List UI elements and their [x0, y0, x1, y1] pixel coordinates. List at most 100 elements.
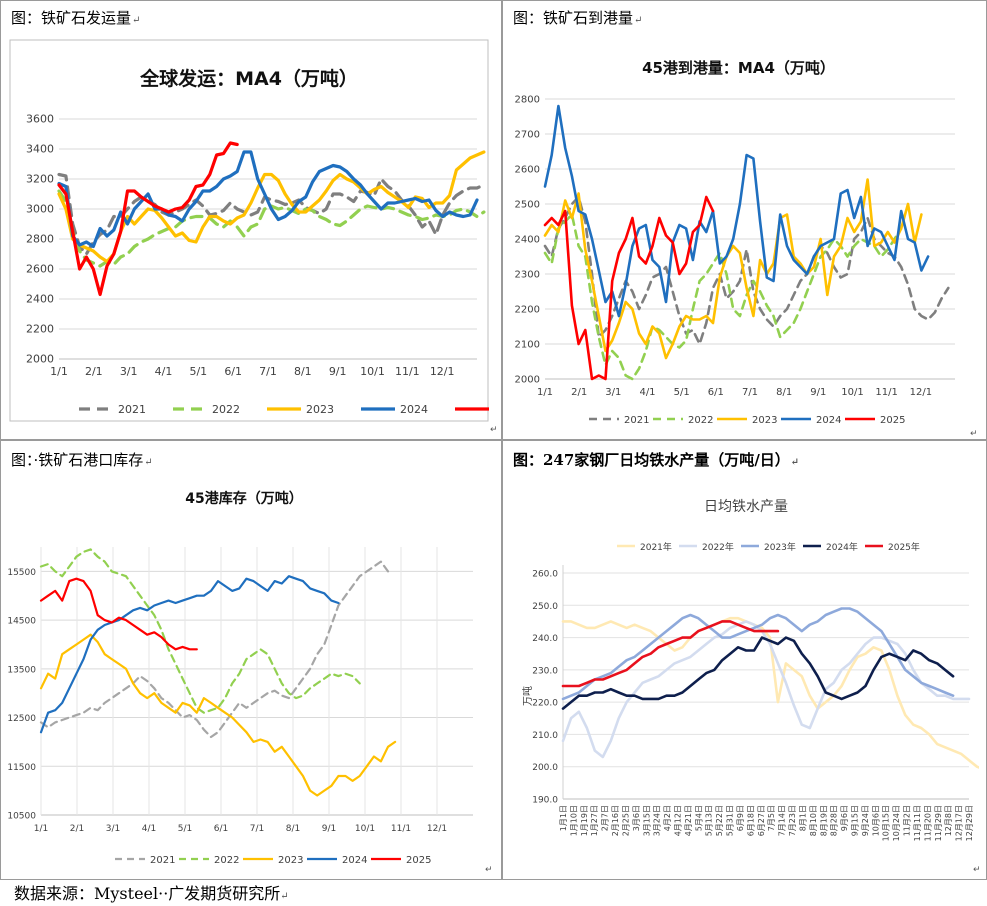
series-line-2025年	[561, 620, 780, 688]
caption-shipments: 图：铁矿石发运量↵	[11, 9, 141, 27]
x-tick-label: 10月24日	[892, 805, 901, 841]
y-tick-label: 2400	[515, 235, 540, 246]
footer-source: 数据来源：Mysteel··广发期货研究所↵	[14, 884, 289, 903]
x-tick-label: 2月7日	[601, 805, 610, 831]
y-tick-label: 260.0	[532, 570, 558, 580]
y-tick-label: 2600	[26, 263, 54, 276]
series-line-2023	[39, 633, 397, 797]
series-line-2024	[543, 104, 930, 318]
x-tick-label: 11月29日	[934, 805, 943, 841]
x-tick-label: 1月27日	[590, 805, 599, 836]
panel-inventory: 图：·铁矿石港口库存↵ 45港库存（万吨） 10500 11500 12500 1350…	[0, 440, 502, 880]
x-tick-label: 7/1	[259, 365, 277, 378]
x-tick-label: 11月20日	[923, 805, 932, 841]
legend-label: 2022	[214, 855, 239, 866]
paragraph-mark: ↵	[485, 865, 493, 875]
series-line-2022	[39, 548, 361, 714]
y-tick-label: 190.0	[532, 796, 558, 806]
legend-label: 2022	[212, 403, 240, 416]
x-tick-label: 10月15日	[882, 805, 891, 841]
caption-inventory: 图：·铁矿石港口库存↵	[11, 451, 153, 469]
x-tick-label: 2/1	[70, 824, 84, 834]
series-line-2021年	[561, 616, 979, 769]
legend-label: 2023年	[764, 541, 796, 553]
x-tick-label: 6月9日	[736, 805, 745, 831]
x-tick-label: 1月1日	[559, 805, 568, 831]
x-tick-label: 10/1	[355, 824, 375, 834]
x-tick-label: 2月25日	[621, 805, 630, 836]
y-tick-label: 230.0	[532, 666, 558, 676]
y-tick-label: 2000	[515, 375, 540, 386]
x-tick-label: 8月19日	[819, 805, 828, 836]
x-tick-label: 9月15日	[850, 805, 859, 836]
x-tick-label: 11/1	[395, 365, 420, 378]
y-tick-label: 2600	[515, 165, 540, 176]
y-tick-label: 13500	[7, 665, 36, 675]
x-tick-label: 5月4日	[694, 805, 703, 831]
y-tick-label: 3200	[26, 173, 54, 186]
y-tick-label: 200.0	[532, 763, 558, 773]
x-tick-label: 11月2日	[903, 805, 912, 836]
y-tick-label: 2000	[26, 353, 54, 366]
y-tick-label: 10500	[7, 812, 36, 822]
series-line-2022年	[561, 620, 971, 759]
legend-label: 2023	[306, 403, 334, 416]
x-tick-label: 8/1	[776, 387, 792, 398]
x-tick-label: 4/1	[155, 365, 173, 378]
x-tick-label: 10月6日	[871, 805, 880, 836]
chart-title: 全球发运：MA4（万吨）	[139, 67, 358, 90]
legend-label: 2025年	[888, 541, 920, 553]
legend-label: 2023	[278, 855, 303, 866]
x-tick-label: 5/1	[674, 387, 690, 398]
x-tick-label: 5/1	[189, 365, 207, 378]
series-line-2021	[39, 560, 390, 739]
series-line-2023	[543, 178, 923, 360]
x-tick-label: 1/1	[537, 387, 553, 398]
x-tick-label: 1/1	[34, 824, 48, 834]
x-tick-label: 7月14日	[778, 805, 787, 836]
x-tick-label: 12/1	[427, 824, 447, 834]
x-tick-label: 12/1	[430, 365, 455, 378]
y-tick-label: 12500	[7, 714, 36, 724]
x-tick-label: 7/1	[250, 824, 264, 834]
panel-hotmetal: 图：247家钢厂日均铁水产量（万吨/日）↵ 日均铁水产量 190.0 200.0 21…	[502, 440, 987, 880]
chart-arrivals: 45港到港量：MA4（万吨） 2000 2100 2200 2300 2400 2500 26…	[515, 59, 955, 426]
x-tick-label: 4月12日	[674, 805, 683, 836]
y-tick-label: 2700	[515, 130, 540, 141]
caption-arrivals: 图：铁矿石到港量↵	[513, 9, 643, 27]
legend-label: 2024	[342, 855, 367, 866]
x-tick-label: 1月19日	[580, 805, 589, 836]
chart-frame	[9, 39, 489, 422]
x-tick-label: 4月21日	[684, 805, 693, 836]
chart-shipments: 全球发运：MA4（万吨） 2000 2200 2400 2600 2800 3000 3200…	[9, 39, 489, 422]
x-tick-label: 9/1	[329, 365, 347, 378]
x-tick-label: 6月27日	[757, 805, 766, 836]
series-line-2024	[39, 575, 340, 734]
legend-label: 2024	[816, 415, 841, 426]
chart-hotmetal: 日均铁水产量 190.0 200.0 210.0 220.0 230.0 240.0 250.…	[521, 499, 979, 841]
x-tick-label: 8月1日	[798, 805, 807, 831]
x-tick-label: 1月10日	[569, 805, 578, 836]
x-tick-label: 11月11日	[913, 805, 922, 841]
x-tick-label: 6/1	[224, 365, 242, 378]
x-tick-label: 7月23日	[788, 805, 797, 836]
series-line-2021	[57, 172, 486, 256]
series-line-2024年	[561, 636, 955, 710]
legend-label: 2021	[150, 855, 175, 866]
x-tick-label: 12月8日	[944, 805, 953, 836]
x-tick-label: 12/1	[910, 387, 932, 398]
x-tick-label: 6/1	[708, 387, 724, 398]
legend-label: 2022	[688, 415, 713, 426]
legend-label: 2025	[880, 415, 905, 426]
series-line-2025	[57, 141, 239, 297]
y-tick-label: 2800	[26, 233, 54, 246]
x-tick-label: 1/1	[50, 365, 68, 378]
x-tick-label: 3/1	[605, 387, 621, 398]
chart-title: 日均铁水产量	[704, 499, 788, 515]
legend-label: 2023	[752, 415, 777, 426]
panel-shipments: 图：铁矿石发运量↵ 全球发运：MA4（万吨） 2000 2200 2400 2600 28…	[0, 0, 502, 440]
legend-label: 2021	[624, 415, 649, 426]
x-tick-label: 9月6日	[840, 805, 849, 831]
y-tick-label: 250.0	[532, 602, 558, 612]
y-tick-label: 2100	[515, 340, 540, 351]
